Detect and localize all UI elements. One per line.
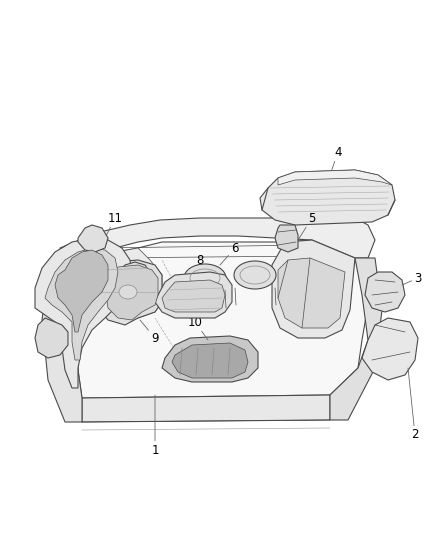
Polygon shape xyxy=(278,258,345,328)
Ellipse shape xyxy=(234,261,276,289)
Polygon shape xyxy=(330,258,382,420)
Polygon shape xyxy=(90,248,162,318)
Text: 8: 8 xyxy=(195,254,204,278)
Polygon shape xyxy=(172,343,248,378)
Ellipse shape xyxy=(119,285,137,299)
Polygon shape xyxy=(95,260,162,325)
Text: 1: 1 xyxy=(151,395,159,456)
Polygon shape xyxy=(35,318,68,358)
Polygon shape xyxy=(45,248,118,360)
Text: 3: 3 xyxy=(402,271,422,285)
Polygon shape xyxy=(275,225,298,252)
Polygon shape xyxy=(162,336,258,382)
Polygon shape xyxy=(260,170,395,225)
Polygon shape xyxy=(362,318,418,380)
Text: 9: 9 xyxy=(140,320,159,344)
Polygon shape xyxy=(155,272,232,318)
Polygon shape xyxy=(105,265,158,320)
Polygon shape xyxy=(60,215,375,258)
Text: 11: 11 xyxy=(105,212,123,238)
Polygon shape xyxy=(55,250,108,332)
Polygon shape xyxy=(162,280,225,312)
Polygon shape xyxy=(118,262,152,302)
Ellipse shape xyxy=(184,264,226,292)
Polygon shape xyxy=(42,258,82,422)
Text: 5: 5 xyxy=(298,212,316,240)
Polygon shape xyxy=(82,395,330,422)
Polygon shape xyxy=(35,238,132,388)
Polygon shape xyxy=(62,240,368,398)
Text: 10: 10 xyxy=(187,316,208,340)
Text: 2: 2 xyxy=(408,368,419,441)
Polygon shape xyxy=(272,240,355,338)
Polygon shape xyxy=(365,272,405,312)
Text: 4: 4 xyxy=(330,146,342,175)
Polygon shape xyxy=(78,225,108,252)
Polygon shape xyxy=(278,170,392,185)
Text: 6: 6 xyxy=(220,241,239,265)
